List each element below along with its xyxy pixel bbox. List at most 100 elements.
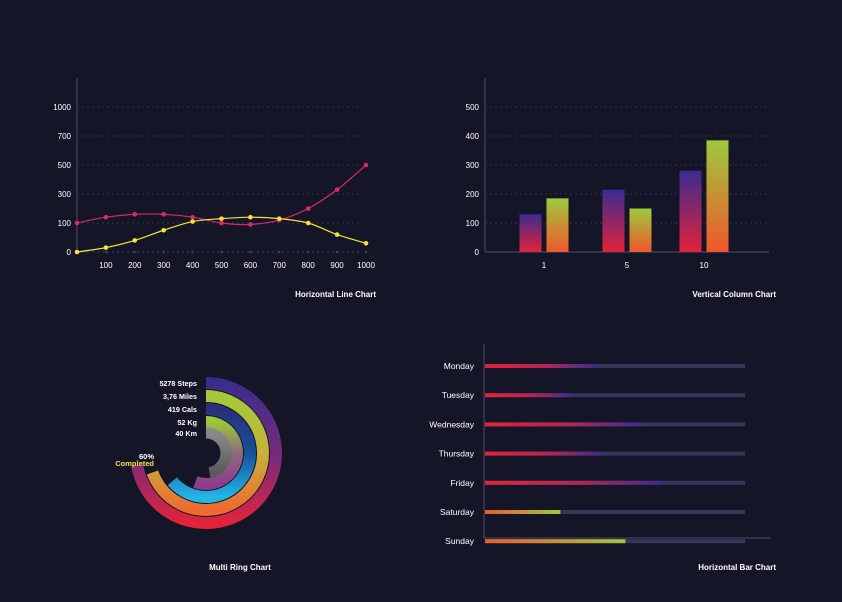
line-chart-y-tick: 500 (58, 161, 72, 170)
line-point-pink (103, 214, 109, 220)
hbar-track (485, 364, 745, 368)
ring-chart-panel: 5278 Steps 3,76 Miles 419 Cals 52 Kg 40 Km 6… (0, 300, 421, 602)
line-chart-x-tick-mark (249, 250, 252, 254)
column-bar-series-b (706, 140, 729, 252)
line-point-yellow (305, 220, 311, 226)
hbar-chart-panel: Monday Tuesday Wednesday Thursday Friday Satu… (421, 300, 842, 602)
line-chart-y-tick: 300 (58, 190, 72, 199)
line-point-pink (305, 206, 311, 211)
ring-arc (205, 427, 232, 479)
line-chart-y-tick: 700 (58, 132, 72, 141)
line-chart-x-tick-mark (278, 250, 281, 254)
column-chart-x-tick: 1 (542, 261, 547, 270)
hbar-fill (485, 393, 571, 398)
hbar-fill (485, 364, 597, 368)
hbar-fill (485, 510, 561, 514)
line-point-yellow (363, 241, 369, 246)
ring-arc (167, 403, 256, 503)
line-chart-x-tick: 500 (215, 261, 229, 270)
column-bar-series-a (519, 214, 542, 252)
line-point-pink (190, 214, 195, 220)
hbar-chart-title: Horizontal Bar Chart (698, 563, 776, 572)
column-chart-y-tick: 500 (466, 103, 480, 112)
line-point-yellow (103, 245, 109, 250)
line-chart-x-tick-mark (162, 250, 165, 254)
line-chart-x-tick-mark (306, 250, 310, 254)
line-chart-x-tick: 800 (302, 261, 316, 270)
hbar-track (485, 393, 745, 398)
hbar-fill (485, 539, 626, 544)
hbar-label: Thursday (439, 449, 475, 459)
line-chart-x-tick: 100 (99, 261, 113, 270)
ring-center-label: Completed (115, 459, 154, 468)
line-point-pink (248, 222, 253, 227)
line-chart-x-tick: 300 (157, 261, 171, 270)
hbar-fill (485, 451, 602, 456)
line-point-yellow (161, 227, 166, 233)
line-chart-x-tick: 600 (244, 261, 258, 270)
line-point-pink (219, 220, 224, 226)
line-chart-y-tick: 100 (58, 219, 72, 228)
hbar-fill (485, 480, 662, 485)
line-point-yellow (132, 238, 138, 243)
line-chart-title: Horizontal Line Chart (295, 290, 376, 299)
line-chart-x-tick: 700 (273, 261, 287, 270)
ring-label: 419 Cals (168, 405, 197, 414)
line-chart-x-tick-mark (104, 250, 108, 254)
ring-label: 52 Kg (177, 418, 197, 427)
column-chart-y-tick: 100 (466, 219, 480, 228)
line-chart-x-tick: 200 (128, 261, 142, 270)
line-chart-x-tick-mark (220, 250, 223, 254)
line-point-yellow (277, 216, 282, 221)
line-point-pink (334, 187, 340, 192)
ring-arc (146, 390, 269, 516)
column-chart-x-tick: 10 (700, 261, 709, 270)
hbar-label: Monday (444, 361, 475, 371)
line-point-pink (161, 212, 166, 217)
column-chart: 0 100 200 300 400 500 1 5 10 Vertical Column Ch… (466, 78, 776, 299)
line-chart-x-tick-mark (335, 250, 339, 254)
hbar-track (485, 510, 745, 514)
ring-chart-title: Multi Ring Chart (209, 563, 271, 572)
line-chart-x-tick: 900 (330, 261, 344, 270)
line-point-pink (363, 162, 369, 168)
line-point-pink (132, 212, 138, 217)
ring-center-value: 60% (139, 452, 154, 461)
column-bar-series-a (602, 189, 625, 252)
line-chart-x-tick-mark (364, 250, 368, 254)
hbar-chart: Monday Tuesday Wednesday Thursday Friday Satu… (429, 344, 776, 572)
hbar-label: Saturday (440, 507, 475, 517)
ring-arc (193, 416, 243, 490)
hbar-track (485, 451, 745, 456)
line-chart-x-tick-mark (191, 250, 194, 254)
hbar-fill (485, 422, 641, 427)
column-bar-series-b (546, 198, 569, 252)
line-chart-panel: 0 100 300 500 700 1000 100 200 300 400 500 600 700 8… (0, 0, 421, 305)
line-point-yellow (219, 216, 224, 221)
column-chart-y-tick: 0 (475, 248, 480, 257)
hbar-label: Sunday (445, 536, 475, 546)
column-chart-y-tick: 300 (466, 161, 480, 170)
ring-arc (131, 377, 282, 529)
column-chart-panel: 0 100 200 300 400 500 1 5 10 Vertical Column Ch… (421, 0, 842, 305)
line-point-pink (74, 220, 80, 226)
column-chart-title: Vertical Column Chart (692, 290, 776, 299)
column-bar-series-b (629, 208, 652, 252)
line-chart-x-tick: 400 (186, 261, 200, 270)
line-point-yellow (248, 214, 253, 220)
line-chart-y-tick: 0 (67, 248, 72, 257)
line-chart-y-tick: 1000 (53, 103, 71, 112)
ring-label: 5278 Steps (159, 379, 197, 388)
line-series-pink (76, 164, 367, 226)
column-chart-y-tick: 400 (466, 132, 480, 141)
column-bar-series-a (679, 170, 702, 252)
line-point-yellow (190, 219, 195, 224)
line-point-yellow (334, 232, 340, 237)
hbar-label: Tuesday (442, 390, 475, 400)
column-chart-x-tick: 5 (625, 261, 630, 270)
line-chart-x-tick: 1000 (357, 261, 375, 270)
line-chart: 0 100 300 500 700 1000 100 200 300 400 500 600 700 8… (53, 78, 376, 299)
ring-label: 3,76 Miles (163, 392, 197, 401)
column-chart-y-tick: 200 (466, 190, 480, 199)
line-point-yellow (74, 249, 80, 255)
